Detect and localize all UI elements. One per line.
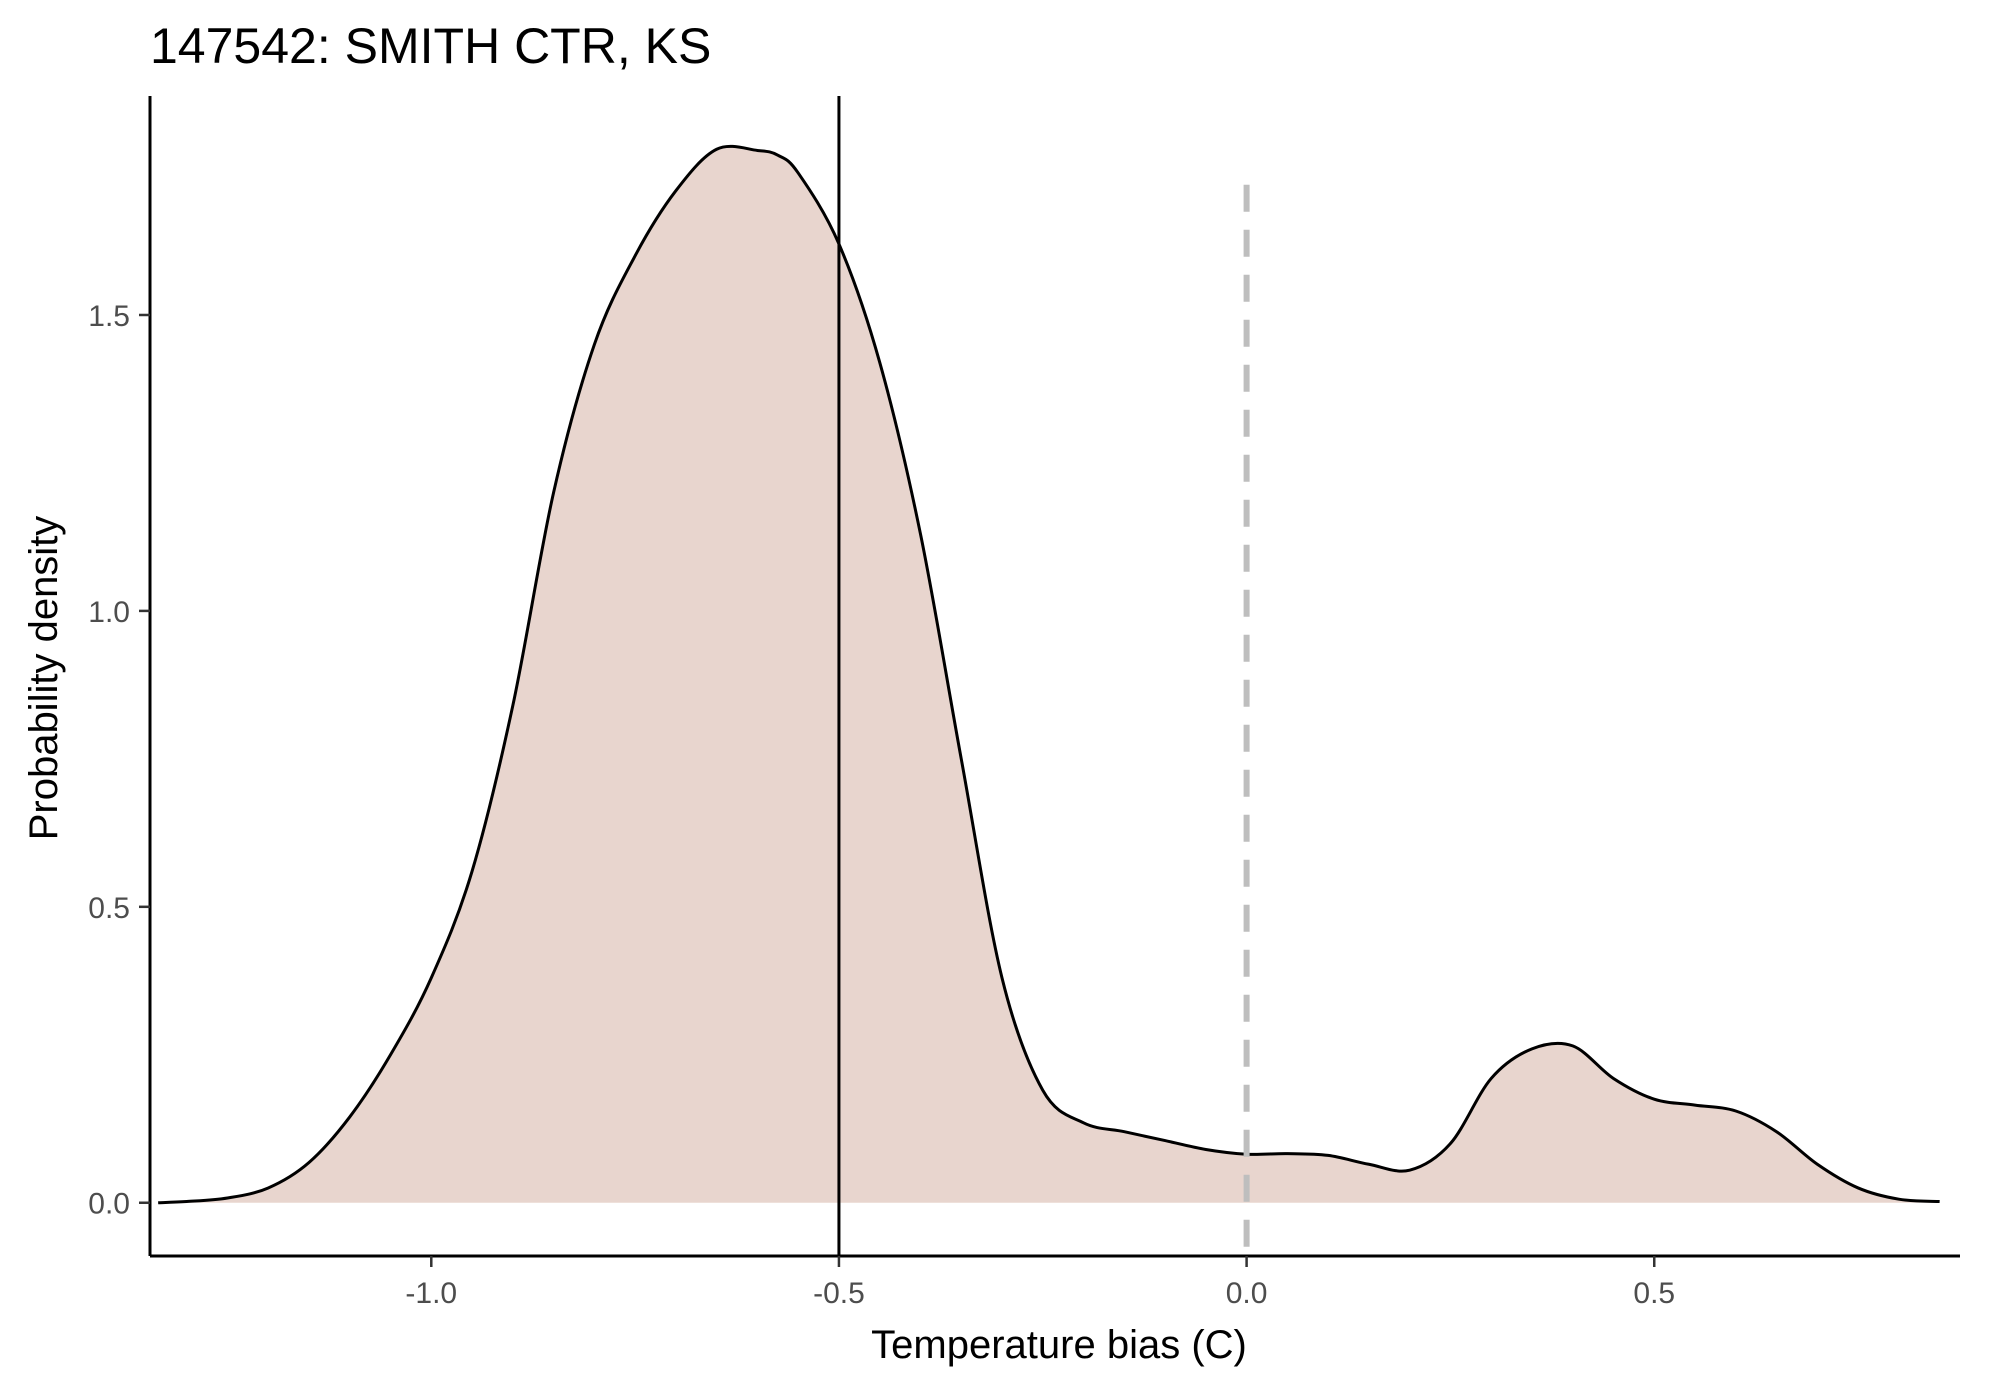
x-tick-label: 0.5 xyxy=(1633,1277,1675,1310)
y-tick-label: 0.5 xyxy=(88,892,130,925)
x-axis-title: Temperature bias (C) xyxy=(871,1323,1247,1367)
y-axis-ticks: 0.0 0.5 1.0 1.5 xyxy=(88,300,150,1221)
plot-area xyxy=(158,96,1940,1256)
chart-title: 147542: SMITH CTR, KS xyxy=(150,18,711,74)
y-tick-label: 1.5 xyxy=(88,300,130,333)
x-tick-label: 0.0 xyxy=(1226,1277,1268,1310)
density-curve xyxy=(158,144,1940,1205)
x-tick-label: -0.5 xyxy=(813,1277,865,1310)
reference-lines xyxy=(837,96,1250,1256)
x-axis-ticks: -1.0 -0.5 0.0 0.5 xyxy=(405,1256,1675,1310)
y-axis-title: Probability density xyxy=(22,516,66,841)
y-tick-label: 0.0 xyxy=(88,1188,130,1221)
density-area xyxy=(158,146,1940,1203)
y-tick-label: 1.0 xyxy=(88,596,130,629)
x-tick-label: -1.0 xyxy=(405,1277,457,1310)
